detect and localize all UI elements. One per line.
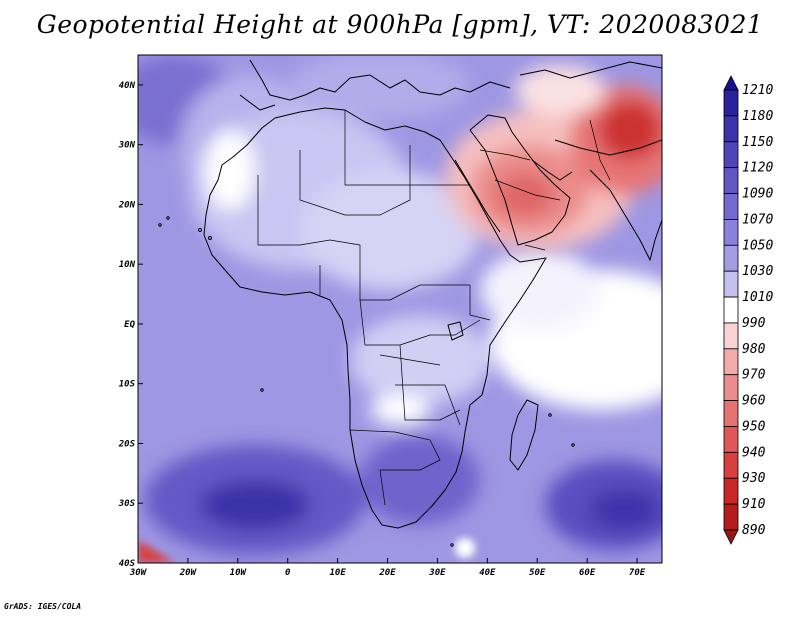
lat-tick-label: 30N [118,141,136,151]
colorbar-box [723,503,739,531]
colorbar-label: 890 [742,523,766,538]
colorbar-box [723,244,739,272]
country-borders [257,110,611,506]
height-field [138,55,662,563]
colorbar-bottom-triangle [723,529,739,545]
lat-tick-label: 30S [118,499,136,509]
colorbar-box [723,296,739,324]
colorbar-label: 980 [742,342,766,357]
coastlines [158,59,662,547]
lon-tick-label: 50E [529,568,546,578]
lat-tick-label: 20S [118,439,136,449]
colorbar-label: 1070 [742,212,773,227]
lon-tick-label: 10E [329,568,346,578]
colorbar-box [723,400,739,427]
chart-title: Geopotential Height at 900hPa [gpm], VT:… [36,10,764,39]
lon-tick-label: 60E [579,568,596,578]
lat-tick-label: 40N [119,81,136,91]
colorbar-label: 1090 [742,187,773,202]
colorbar-label: 1030 [742,264,773,279]
lon-tick-label: 30W [129,568,148,578]
colorbar-box [723,193,739,220]
colorbar-box [723,477,739,505]
colorbar-label: 990 [742,316,766,331]
latitude-ticks: 40N 30N 20N 10N EQ 10S 20S 30S 40S [118,81,143,569]
colorbar-label: 1180 [742,109,773,124]
colorbar-label: 940 [742,445,766,460]
colorbar-label: 950 [742,419,766,434]
lon-tick-label: 30E [428,568,446,578]
colorbar-label: 970 [742,368,766,383]
lon-tick-label: 40E [479,568,496,578]
colorbar-box [723,322,739,350]
colorbar-box [723,167,739,194]
lon-tick-label: 20W [179,568,198,578]
colorbar-label: 1150 [742,135,773,150]
colorbar-box [723,89,739,117]
colorbar: 1210 1180 1150 1120 1090 1070 1050 1030 1010 990 9… [723,75,773,545]
colorbar-box [723,141,739,169]
colorbar-box [723,219,739,246]
colorbar-box [723,374,739,401]
footer-credit: GrADS: IGES/COLA [4,602,82,611]
colorbar-label: 1010 [742,290,773,305]
colorbar-box [723,115,739,143]
colorbar-box [723,270,739,298]
colorbar-label: 910 [742,497,766,512]
lat-tick-label: 20N [118,200,136,210]
lon-tick-label: 70E [629,568,646,578]
colorbar-box [723,426,739,453]
longitude-ticks: 30W 20W 10W 0 10E 20E 30E 40E 50E 60E 70E [129,558,646,578]
colorbar-box [723,451,739,479]
colorbar-label: 960 [742,394,766,409]
lat-tick-label: 10N [119,260,136,270]
lon-tick-label: 20E [378,568,396,578]
map-frame [137,54,663,564]
colorbar-top-triangle [723,75,739,91]
lat-tick-label: 10S [119,380,136,390]
colorbar-box [723,348,739,376]
lon-tick-label: 10W [230,568,248,578]
lat-tick-label: EQ [124,320,135,330]
colorbar-label: 930 [742,471,766,486]
colorbar-label: 1050 [742,238,773,253]
colorbar-label: 1210 [742,83,773,98]
lat-tick-label: 40S [119,559,136,569]
colorbar-label: 1120 [742,161,773,176]
lon-tick-label: 0 [285,568,291,578]
